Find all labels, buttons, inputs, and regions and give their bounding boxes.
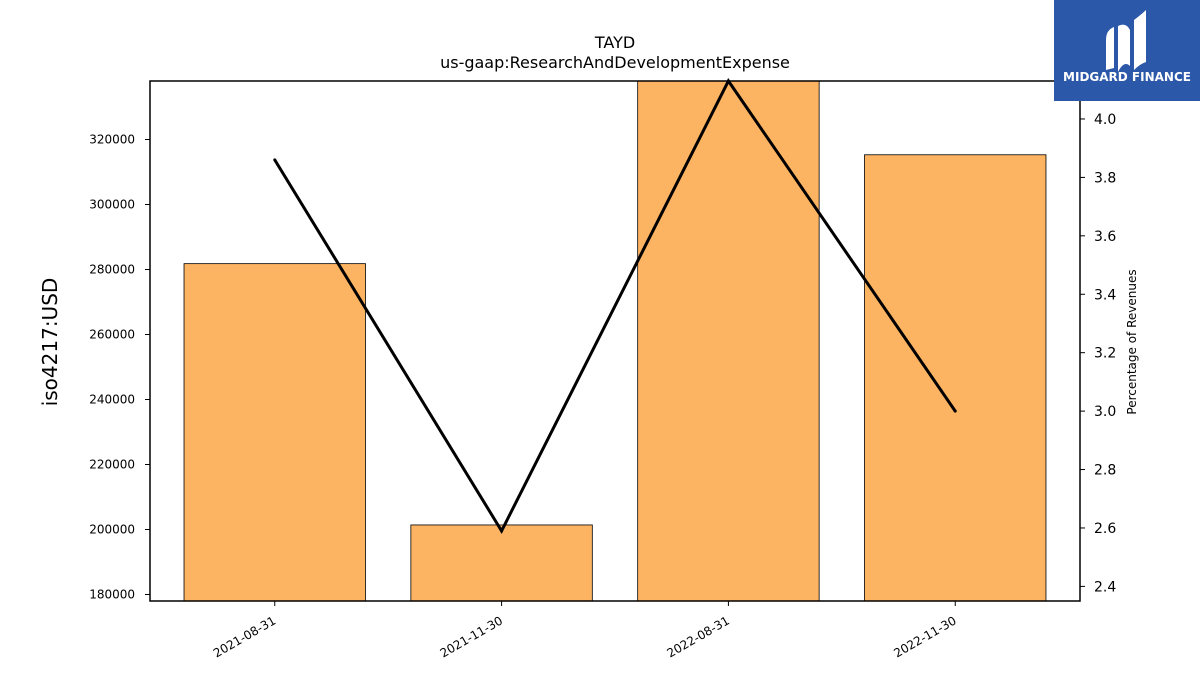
y2-tick-label: 3.8 — [1094, 170, 1116, 186]
y2-tick-label: 3.6 — [1094, 229, 1116, 245]
y-tick-label: 300000 — [89, 198, 135, 212]
chart-subtitle: us-gaap:ResearchAndDevelopmentExpense — [440, 53, 790, 72]
bar-2022-08-31 — [637, 80, 820, 602]
y2-tick-label: 2.4 — [1094, 579, 1116, 595]
y2-tick-label: 3.2 — [1094, 346, 1116, 362]
x-tick-label: 2021-11-30 — [438, 613, 505, 660]
bar-2022-11-30 — [864, 154, 1047, 602]
y-tick-label: 200000 — [89, 523, 135, 537]
line-point-2021-11-30 — [500, 529, 504, 533]
x-tick-label: 2021-08-31 — [211, 613, 278, 660]
logo-mark-icon — [1106, 10, 1146, 73]
y-tick-label: 260000 — [89, 328, 135, 342]
y2-tick-label: 3.4 — [1094, 287, 1116, 303]
revenue-percentage-line — [273, 78, 957, 534]
y-tick-label: 180000 — [89, 588, 135, 602]
company-logo: MIDGARD FINANCE — [1054, 0, 1200, 101]
plot-frame — [149, 80, 1081, 602]
chart-title: TAYD — [594, 33, 635, 52]
x-tick-label: 2022-11-30 — [891, 613, 958, 660]
line-point-2021-08-31 — [273, 158, 277, 162]
x-tick-label: 2022-08-31 — [665, 613, 732, 660]
line-point-2022-11-30 — [953, 409, 957, 413]
y2-tick-label: 3.0 — [1094, 404, 1116, 420]
y-tick-label: 240000 — [89, 393, 135, 407]
bar-2021-11-30 — [410, 524, 593, 602]
logo-text: MIDGARD FINANCE — [1063, 70, 1191, 84]
y-tick-label: 280000 — [89, 263, 135, 277]
y2-tick-label: 2.8 — [1094, 463, 1116, 479]
y2-axis-label: Percentage of Revenues — [1125, 269, 1139, 414]
y2-tick-label: 4.0 — [1094, 112, 1116, 128]
y-axis-label: iso4217:USD — [38, 278, 62, 407]
bar-2021-08-31 — [183, 263, 366, 602]
y-tick-label: 320000 — [89, 133, 135, 147]
y2-tick-label: 2.6 — [1094, 521, 1116, 537]
y-tick-label: 220000 — [89, 458, 135, 472]
